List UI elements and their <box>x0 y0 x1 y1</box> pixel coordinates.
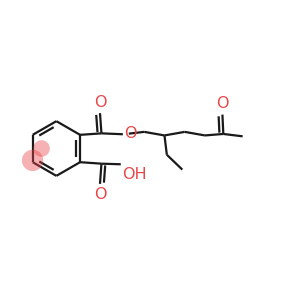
Text: OH: OH <box>122 167 147 182</box>
Circle shape <box>33 140 50 157</box>
Text: O: O <box>124 126 136 141</box>
Text: O: O <box>216 96 229 111</box>
Text: O: O <box>94 188 106 202</box>
Circle shape <box>22 150 43 171</box>
Text: O: O <box>94 94 106 110</box>
